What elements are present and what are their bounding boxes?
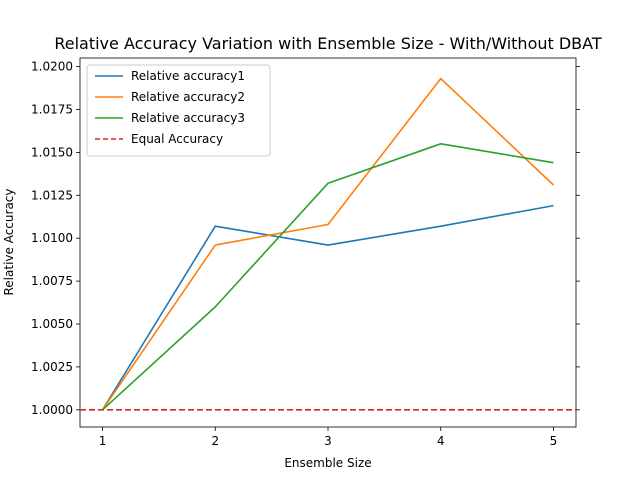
- legend-label-1: Relative accuracy1: [131, 69, 245, 83]
- series-line-2: [101, 77, 554, 411]
- legend: Relative accuracy1 Relative accuracy2 Rela…: [86, 64, 271, 157]
- x-tick-label-4: 4: [437, 434, 445, 448]
- y-tick-label-3: 1.0075: [31, 274, 73, 288]
- y-tick-label-7: 1.0175: [31, 102, 73, 116]
- y-tick-label-6: 1.0150: [31, 145, 73, 159]
- series-line-3: [102, 143, 554, 411]
- legend-label-3: Relative accuracy3: [131, 111, 245, 125]
- legend-label-2: Relative accuracy2: [131, 90, 245, 104]
- legend-label-4: Equal Accuracy: [131, 132, 223, 146]
- y-tick-label-1: 1.0025: [31, 360, 73, 374]
- x-tick-label-2: 2: [211, 434, 219, 448]
- y-tick-label-8: 1.0200: [31, 60, 73, 74]
- plot-area: 1 2 3 4 5 1.0000 1.0025 1.0050 1.0075 1.0100 1.012…: [31, 57, 580, 448]
- y-axis-label: Relative Accuracy: [2, 189, 16, 296]
- y-tick-label-5: 1.0125: [31, 188, 73, 202]
- x-tick-label-1: 1: [99, 434, 107, 448]
- legend-box: [86, 64, 271, 157]
- series-line-1: [101, 204, 554, 411]
- y-tick-label-4: 1.0100: [31, 231, 73, 245]
- y-tick-label-0: 1.0000: [31, 403, 73, 417]
- x-tick-label-3: 3: [324, 434, 332, 448]
- chart-title: Relative Accuracy Variation with Ensembl…: [54, 34, 602, 53]
- x-axis-label: Ensemble Size: [284, 456, 371, 470]
- y-tick-label-2: 1.0050: [31, 317, 73, 331]
- x-tick-label-5: 5: [550, 434, 558, 448]
